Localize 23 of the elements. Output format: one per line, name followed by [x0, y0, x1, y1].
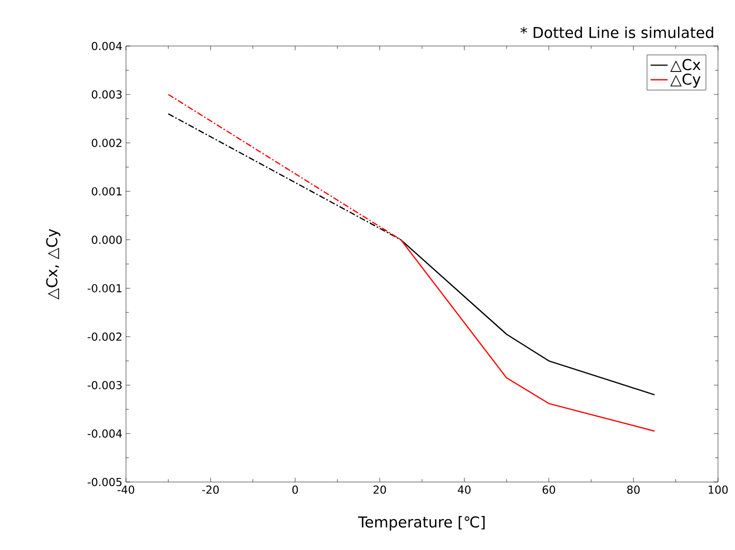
y-tick-label: -0.001	[88, 284, 122, 292]
legend-label: △Cx	[670, 58, 700, 72]
x-tick-label: -40	[118, 486, 134, 494]
x-tick-label: -20	[202, 486, 219, 494]
y-tick-label: -0.004	[88, 429, 122, 438]
legend-label: △Cy	[670, 73, 701, 88]
y-tick-label: -0.003	[88, 380, 122, 390]
y-tick-label: 0.002	[92, 138, 122, 148]
text: * Dotted Line is simulated	[520, 26, 714, 38]
y-tick-label: 0.001	[92, 187, 122, 196]
y-tick-label: 0.003	[92, 90, 122, 99]
x-tick-label: 40	[458, 486, 471, 494]
x-tick-label: 0	[292, 486, 298, 494]
x-tick-label: 100	[708, 486, 728, 494]
y-tick-label: 0.000	[92, 236, 122, 244]
y-axis-title: △Cx, △Cy	[46, 228, 60, 300]
x-tick-label: 20	[374, 486, 386, 494]
x-axis-title: Temperature [℃]	[358, 516, 485, 531]
y-tick-label: 0.004	[92, 42, 122, 50]
x-tick-label: 60	[542, 486, 556, 494]
y-tick-label: -0.005	[88, 478, 122, 486]
y-tick-label: -0.002	[88, 332, 122, 341]
x-tick-label: 80	[627, 486, 640, 494]
